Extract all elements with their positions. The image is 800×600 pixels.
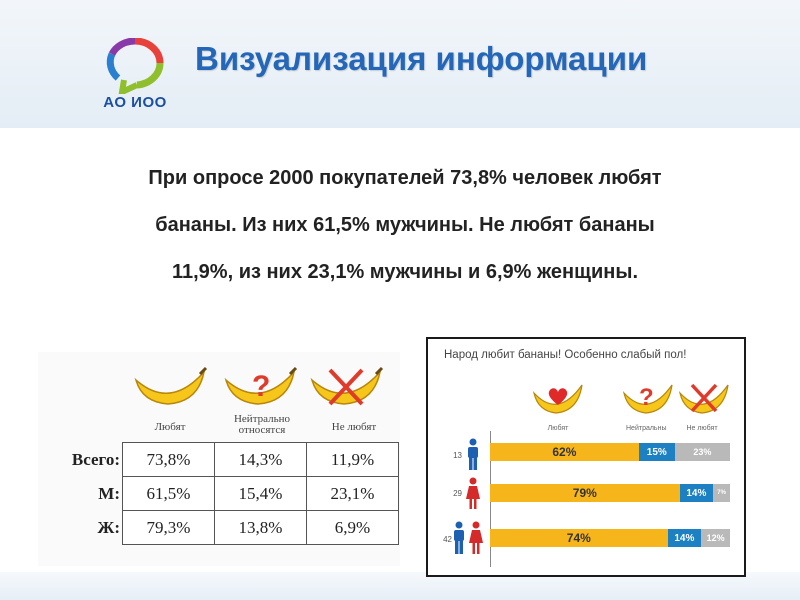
bar-label: 12% — [706, 533, 725, 543]
table-cell: 61,5% — [122, 476, 215, 511]
bar-dislike: 12% — [701, 529, 730, 547]
page-title: Визуализация информации — [195, 40, 648, 77]
bar-like: 62% — [490, 443, 639, 461]
svg-text:?: ? — [252, 370, 270, 403]
bar-neutral: 14% — [679, 484, 714, 502]
logo-text: АО ИОО — [103, 94, 167, 111]
main-text: При опросе 2000 покупателей 73,8% челове… — [40, 155, 770, 296]
table-cell: 79,3% — [122, 510, 215, 545]
respondent-count: 29 — [453, 489, 462, 498]
infographic-col-neutral: Нейтральны — [626, 425, 667, 432]
table-row: 61,5% 15,4% 23,1% — [122, 476, 399, 511]
bar-dislike: 23% — [674, 443, 730, 461]
survey-table-panel: ? Любят Нейтрально относятся Не любят Вс… — [38, 352, 400, 566]
bar-label: 79% — [572, 486, 597, 500]
table-row: 73,8% 14,3% 11,9% — [122, 442, 399, 477]
bar-neutral: 15% — [638, 443, 675, 461]
bar-neutral: 14% — [667, 529, 702, 547]
couple-icon — [454, 521, 483, 554]
row-label-female: Ж: — [97, 518, 120, 537]
bar-label: 7% — [717, 490, 726, 496]
banana-question-icon: ? — [622, 384, 673, 414]
table-cell: 73,8% — [122, 442, 215, 477]
bar-label: 74% — [566, 531, 591, 545]
column-header-like: Любят — [154, 421, 186, 433]
bar-label: 23% — [693, 447, 712, 457]
bar-row: 74% 14% 12% — [490, 529, 730, 547]
respondent-count: 42 — [443, 535, 452, 544]
bar-label: 14% — [674, 532, 695, 544]
table-row: 79,3% 13,8% 6,9% — [122, 510, 399, 545]
main-text-line: бананы. Из них 61,5% мужчины. Не любят б… — [155, 214, 655, 236]
bar-dislike: 7% — [713, 484, 730, 502]
table-cell: 23,1% — [306, 476, 399, 511]
banana-heart-icon — [532, 384, 583, 414]
bar-like: 79% — [490, 484, 680, 502]
column-header-neutral: Нейтрально относятся — [216, 414, 308, 436]
bar-like: 74% — [490, 529, 668, 547]
bar-row: 79% 14% 7% — [490, 484, 730, 502]
banana-cross-icon — [310, 366, 384, 406]
banana-question-icon: ? — [224, 366, 298, 405]
main-text-line: При опросе 2000 покупателей 73,8% челове… — [148, 167, 662, 189]
infographic-col-dislike: Не любят — [686, 425, 718, 432]
bar-label: 15% — [646, 446, 667, 458]
table-cell: 15,4% — [214, 476, 307, 511]
column-header-neutral-line1: Нейтрально — [233, 413, 291, 425]
bar-label: 62% — [552, 445, 577, 459]
table-cell: 14,3% — [214, 442, 307, 477]
banana-icon — [134, 366, 208, 405]
logo: АО ИОО — [100, 38, 170, 118]
table-cell: 13,8% — [214, 510, 307, 545]
column-header-neutral-line2: относятся — [238, 424, 286, 436]
respondent-count: 13 — [453, 451, 462, 460]
svg-text:?: ? — [639, 384, 654, 411]
row-label-total: Всего: — [71, 450, 120, 469]
bar-label: 14% — [686, 487, 707, 499]
infographic-title: Народ любит бананы! Особенно слабый пол! — [444, 349, 687, 361]
male-icon — [468, 438, 478, 470]
banana-infographic: Народ любит бананы! Особенно слабый пол!… — [426, 337, 746, 577]
table-cell: 11,9% — [306, 442, 399, 477]
bar-row: 62% 15% 23% — [490, 443, 730, 461]
logo-speech-bubble-icon — [106, 38, 164, 94]
column-header-dislike: Не любят — [331, 421, 377, 433]
female-icon — [466, 477, 480, 509]
table-cell: 6,9% — [306, 510, 399, 545]
survey-data-table: 73,8% 14,3% 11,9% 61,5% 15,4% 23,1% 79,3… — [122, 442, 399, 545]
infographic-col-like: Любят — [547, 425, 569, 432]
header-band — [0, 0, 800, 128]
main-text-line: 11,9%, из них 23,1% мужчины и 6,9% женщи… — [171, 261, 639, 283]
banana-cross-icon — [678, 383, 729, 414]
row-label-male: М: — [98, 484, 120, 503]
